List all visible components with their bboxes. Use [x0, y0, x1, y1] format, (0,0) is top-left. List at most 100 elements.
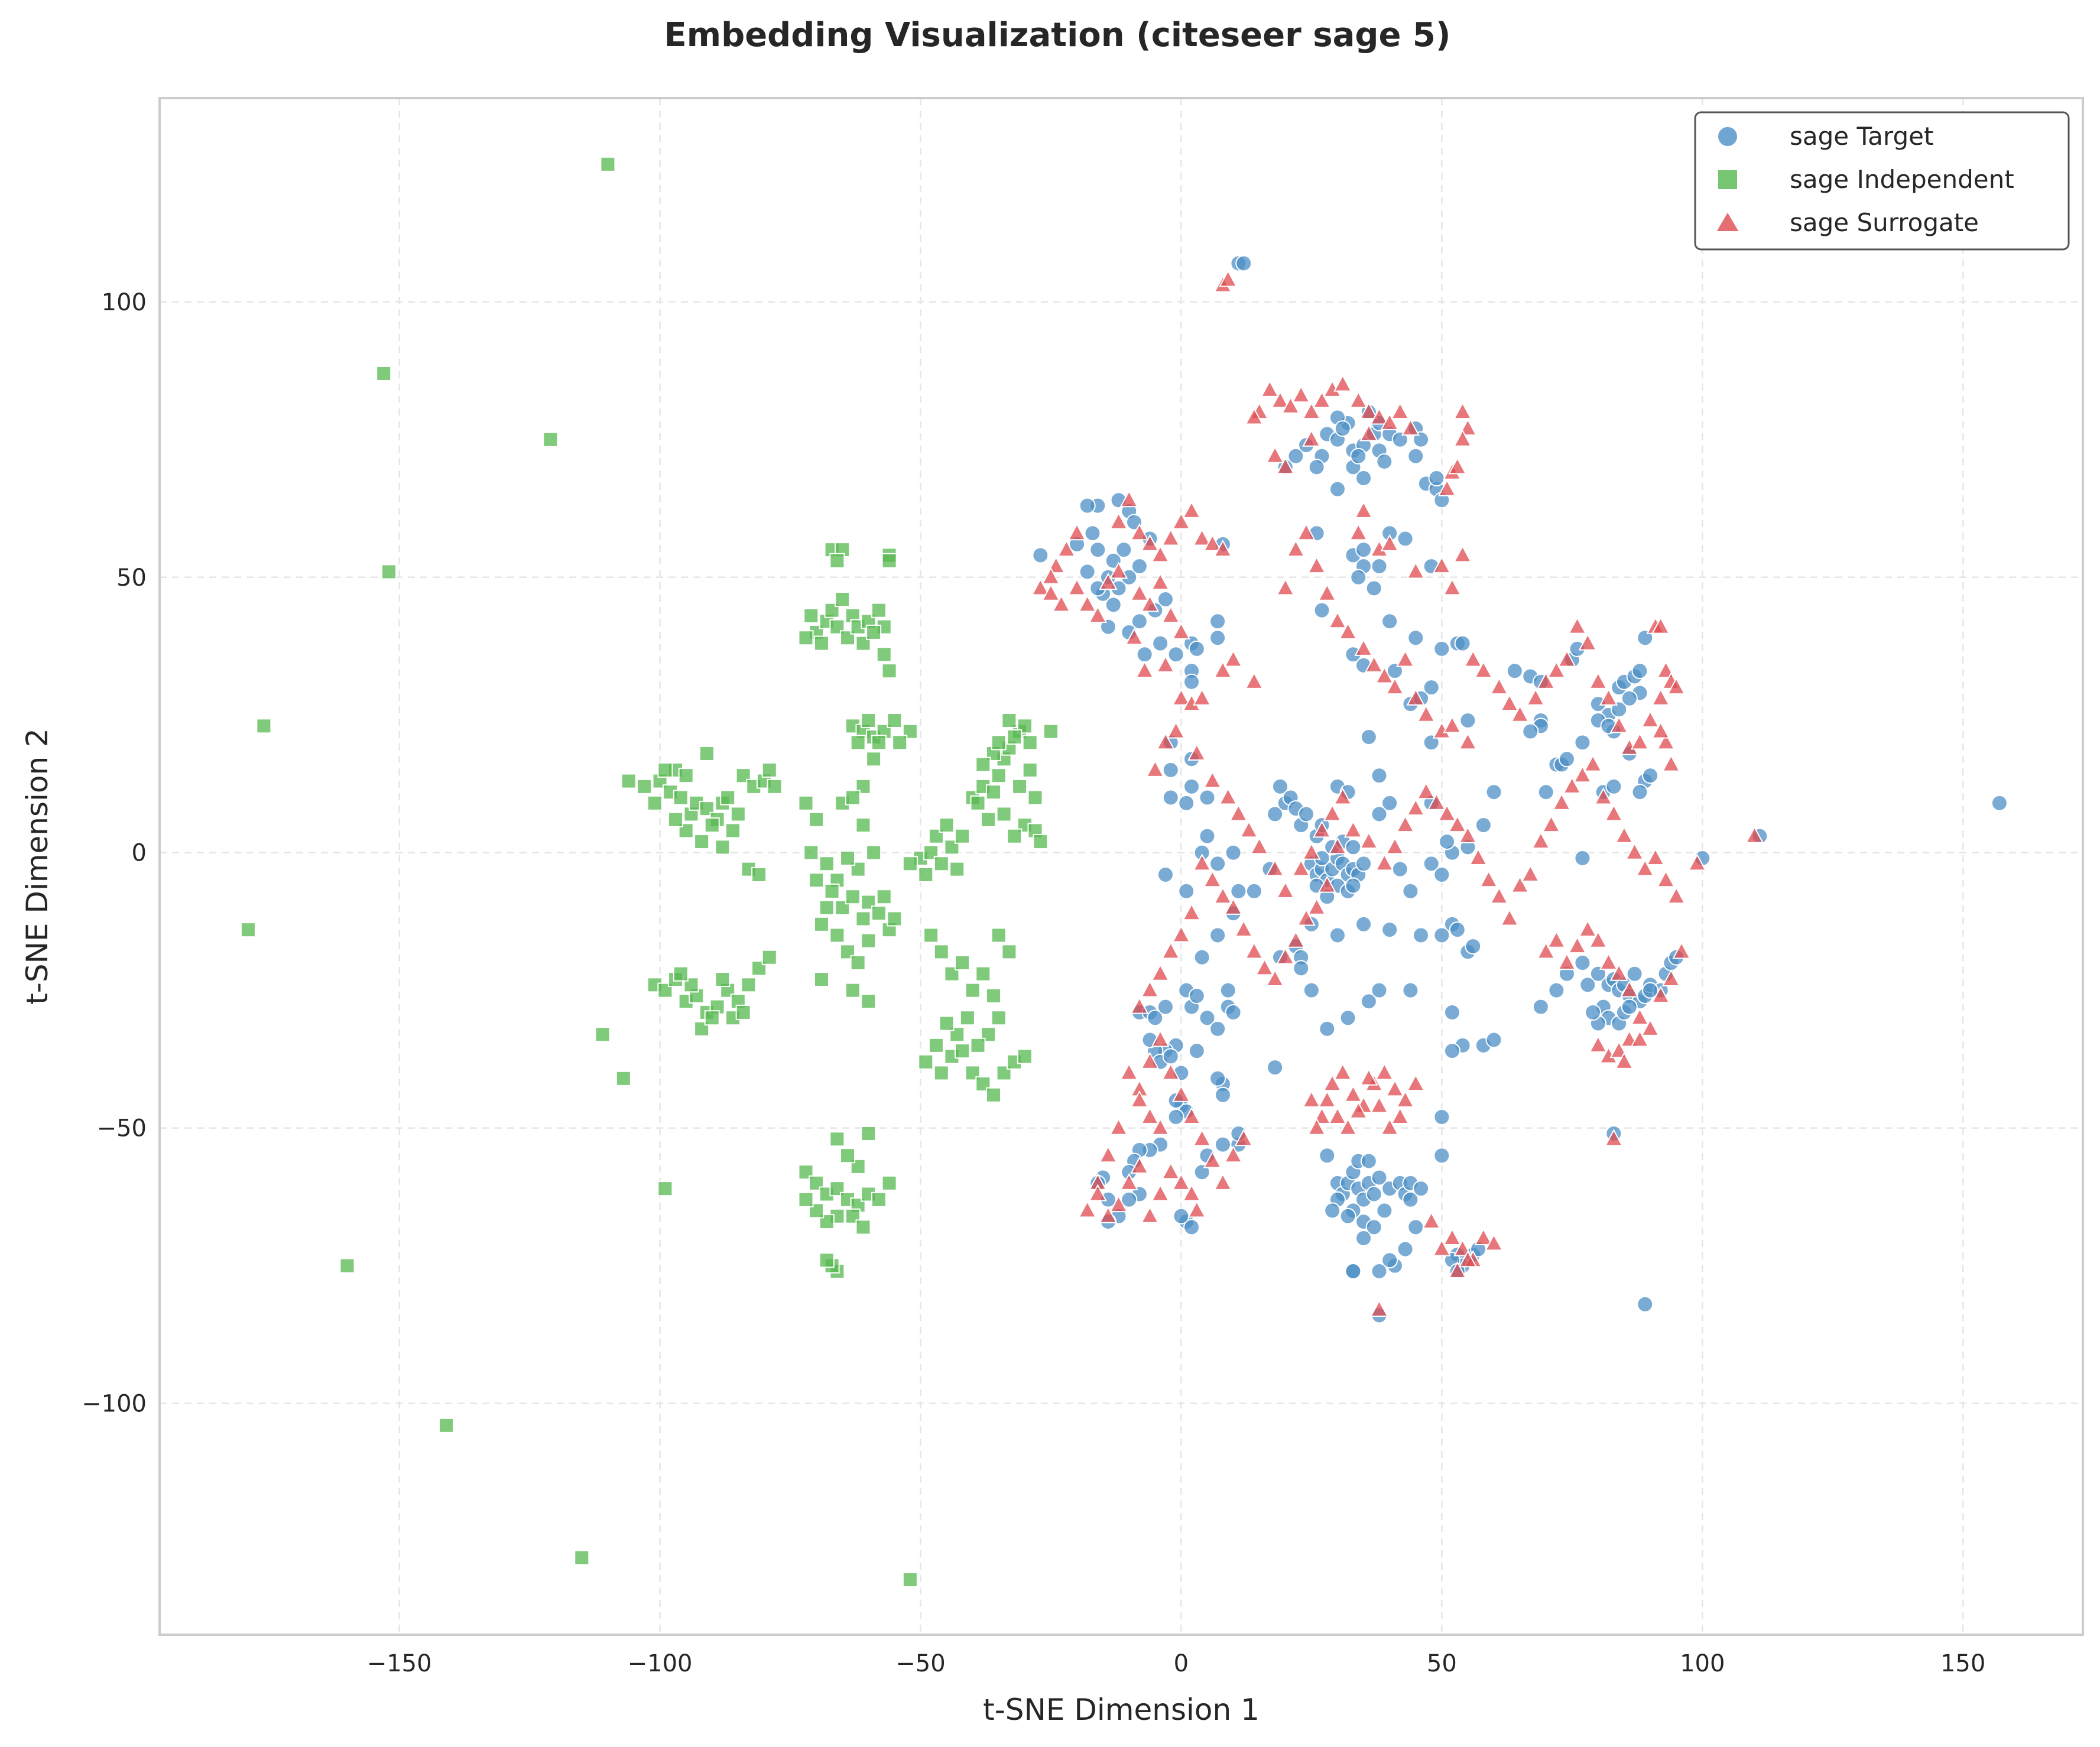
data-point-independent — [803, 608, 819, 624]
data-point-surrogate — [1276, 457, 1295, 475]
data-point-target — [1371, 982, 1388, 999]
data-point-surrogate — [1193, 528, 1212, 546]
data-point-surrogate — [1432, 556, 1452, 574]
data-point-target — [1339, 1207, 1356, 1225]
data-point-independent — [256, 718, 272, 734]
data-point-independent — [767, 778, 783, 794]
data-point-surrogate — [1349, 1101, 1368, 1119]
data-point-independent — [876, 889, 892, 905]
data-point-surrogate — [1286, 540, 1306, 557]
data-point-target — [1334, 420, 1351, 437]
data-point-surrogate — [1130, 583, 1149, 601]
data-point-surrogate — [1380, 1118, 1399, 1135]
data-point-target — [1381, 613, 1398, 630]
data-point-target — [1079, 497, 1096, 514]
data-point-target — [1178, 882, 1195, 900]
data-point-surrogate — [1625, 842, 1644, 860]
data-point-independent — [699, 745, 715, 761]
data-point-surrogate — [1395, 650, 1415, 667]
data-point-target — [1360, 993, 1377, 1010]
data-point-target — [1365, 580, 1382, 597]
data-point-target — [1522, 723, 1539, 740]
data-point-target — [1345, 877, 1362, 894]
data-point-target — [1235, 255, 1252, 272]
data-point-surrogate — [1135, 661, 1154, 678]
data-point-surrogate — [1453, 402, 1472, 420]
data-point-surrogate — [1260, 379, 1279, 397]
data-point-independent — [813, 972, 829, 988]
data-point-target — [1329, 927, 1346, 944]
data-point-surrogate — [1245, 941, 1264, 959]
data-point-surrogate — [1578, 633, 1597, 651]
data-point-surrogate — [1193, 688, 1212, 706]
data-point-surrogate — [1365, 655, 1384, 673]
data-point-target — [1485, 1031, 1502, 1048]
data-point-surrogate — [1161, 941, 1180, 959]
data-point-target — [1391, 431, 1408, 448]
data-point-surrogate — [1406, 561, 1425, 579]
data-point-target — [1621, 998, 1638, 1015]
data-point-surrogate — [1422, 1211, 1441, 1229]
data-point-surrogate — [1182, 903, 1201, 921]
data-point-target — [1157, 866, 1174, 883]
data-point-surrogate — [1630, 1008, 1650, 1025]
data-point-surrogate — [1656, 661, 1676, 678]
data-point-target — [1626, 965, 1643, 982]
data-point-surrogate — [1140, 980, 1160, 998]
data-point-surrogate — [1245, 671, 1264, 689]
data-point-independent — [761, 949, 777, 965]
data-point-target — [1605, 778, 1622, 795]
data-point-surrogate — [1099, 572, 1118, 590]
data-point-independent — [975, 966, 991, 982]
data-point-independent — [871, 735, 887, 751]
data-point-independent — [813, 635, 829, 651]
data-point-surrogate — [1641, 1018, 1660, 1036]
data-point-target — [1267, 1059, 1284, 1076]
data-point-independent — [887, 713, 903, 729]
data-point-surrogate — [1067, 523, 1086, 541]
data-point-independent — [240, 922, 256, 938]
data-point-surrogate — [1031, 578, 1050, 596]
data-point-independent — [1027, 790, 1043, 806]
data-point-target — [1099, 618, 1116, 635]
data-point-target — [1219, 982, 1236, 999]
data-point-independent — [1022, 762, 1038, 778]
data-point-independent — [829, 1131, 845, 1147]
data-point-surrogate — [1312, 820, 1332, 838]
data-point-target — [1433, 1147, 1450, 1164]
data-point-independent — [991, 768, 1007, 784]
data-point-independent — [933, 856, 949, 872]
data-point-surrogate — [1193, 853, 1212, 871]
data-point-independent — [871, 905, 887, 921]
data-point-surrogate — [1620, 980, 1639, 998]
legend-label-independent: sage Independent — [1790, 165, 2014, 194]
data-point-surrogate — [1265, 859, 1284, 876]
data-point-surrogate — [1552, 793, 1571, 810]
data-point-target — [1199, 1009, 1216, 1027]
data-point-independent — [819, 856, 835, 872]
data-point-surrogate — [1140, 534, 1160, 551]
data-point-surrogate — [1088, 1184, 1107, 1202]
data-point-target — [1407, 1219, 1424, 1236]
data-point-surrogate — [1067, 578, 1086, 596]
data-point-target — [1079, 563, 1096, 580]
data-point-independent — [923, 927, 939, 943]
data-point-target — [1147, 1009, 1164, 1027]
data-point-target — [1621, 690, 1638, 707]
data-point-independent — [845, 790, 861, 806]
data-point-surrogate — [1395, 1090, 1415, 1108]
data-point-surrogate — [1151, 545, 1170, 563]
x-tick-labels: −150 −100 −50 0 50 100 150 — [367, 1650, 1986, 1677]
data-point-target — [1136, 646, 1153, 663]
data-point-surrogate — [1276, 881, 1295, 898]
data-point-target — [1209, 1070, 1226, 1087]
data-point-independent — [704, 1010, 720, 1026]
data-point-independent — [933, 944, 949, 960]
data-point-independent — [881, 663, 897, 679]
data-point-target — [1443, 1043, 1460, 1060]
data-point-target — [1433, 1109, 1450, 1126]
data-point-surrogate — [1307, 556, 1326, 574]
data-point-surrogate — [1234, 1129, 1253, 1147]
data-point-surrogate — [1380, 534, 1399, 551]
